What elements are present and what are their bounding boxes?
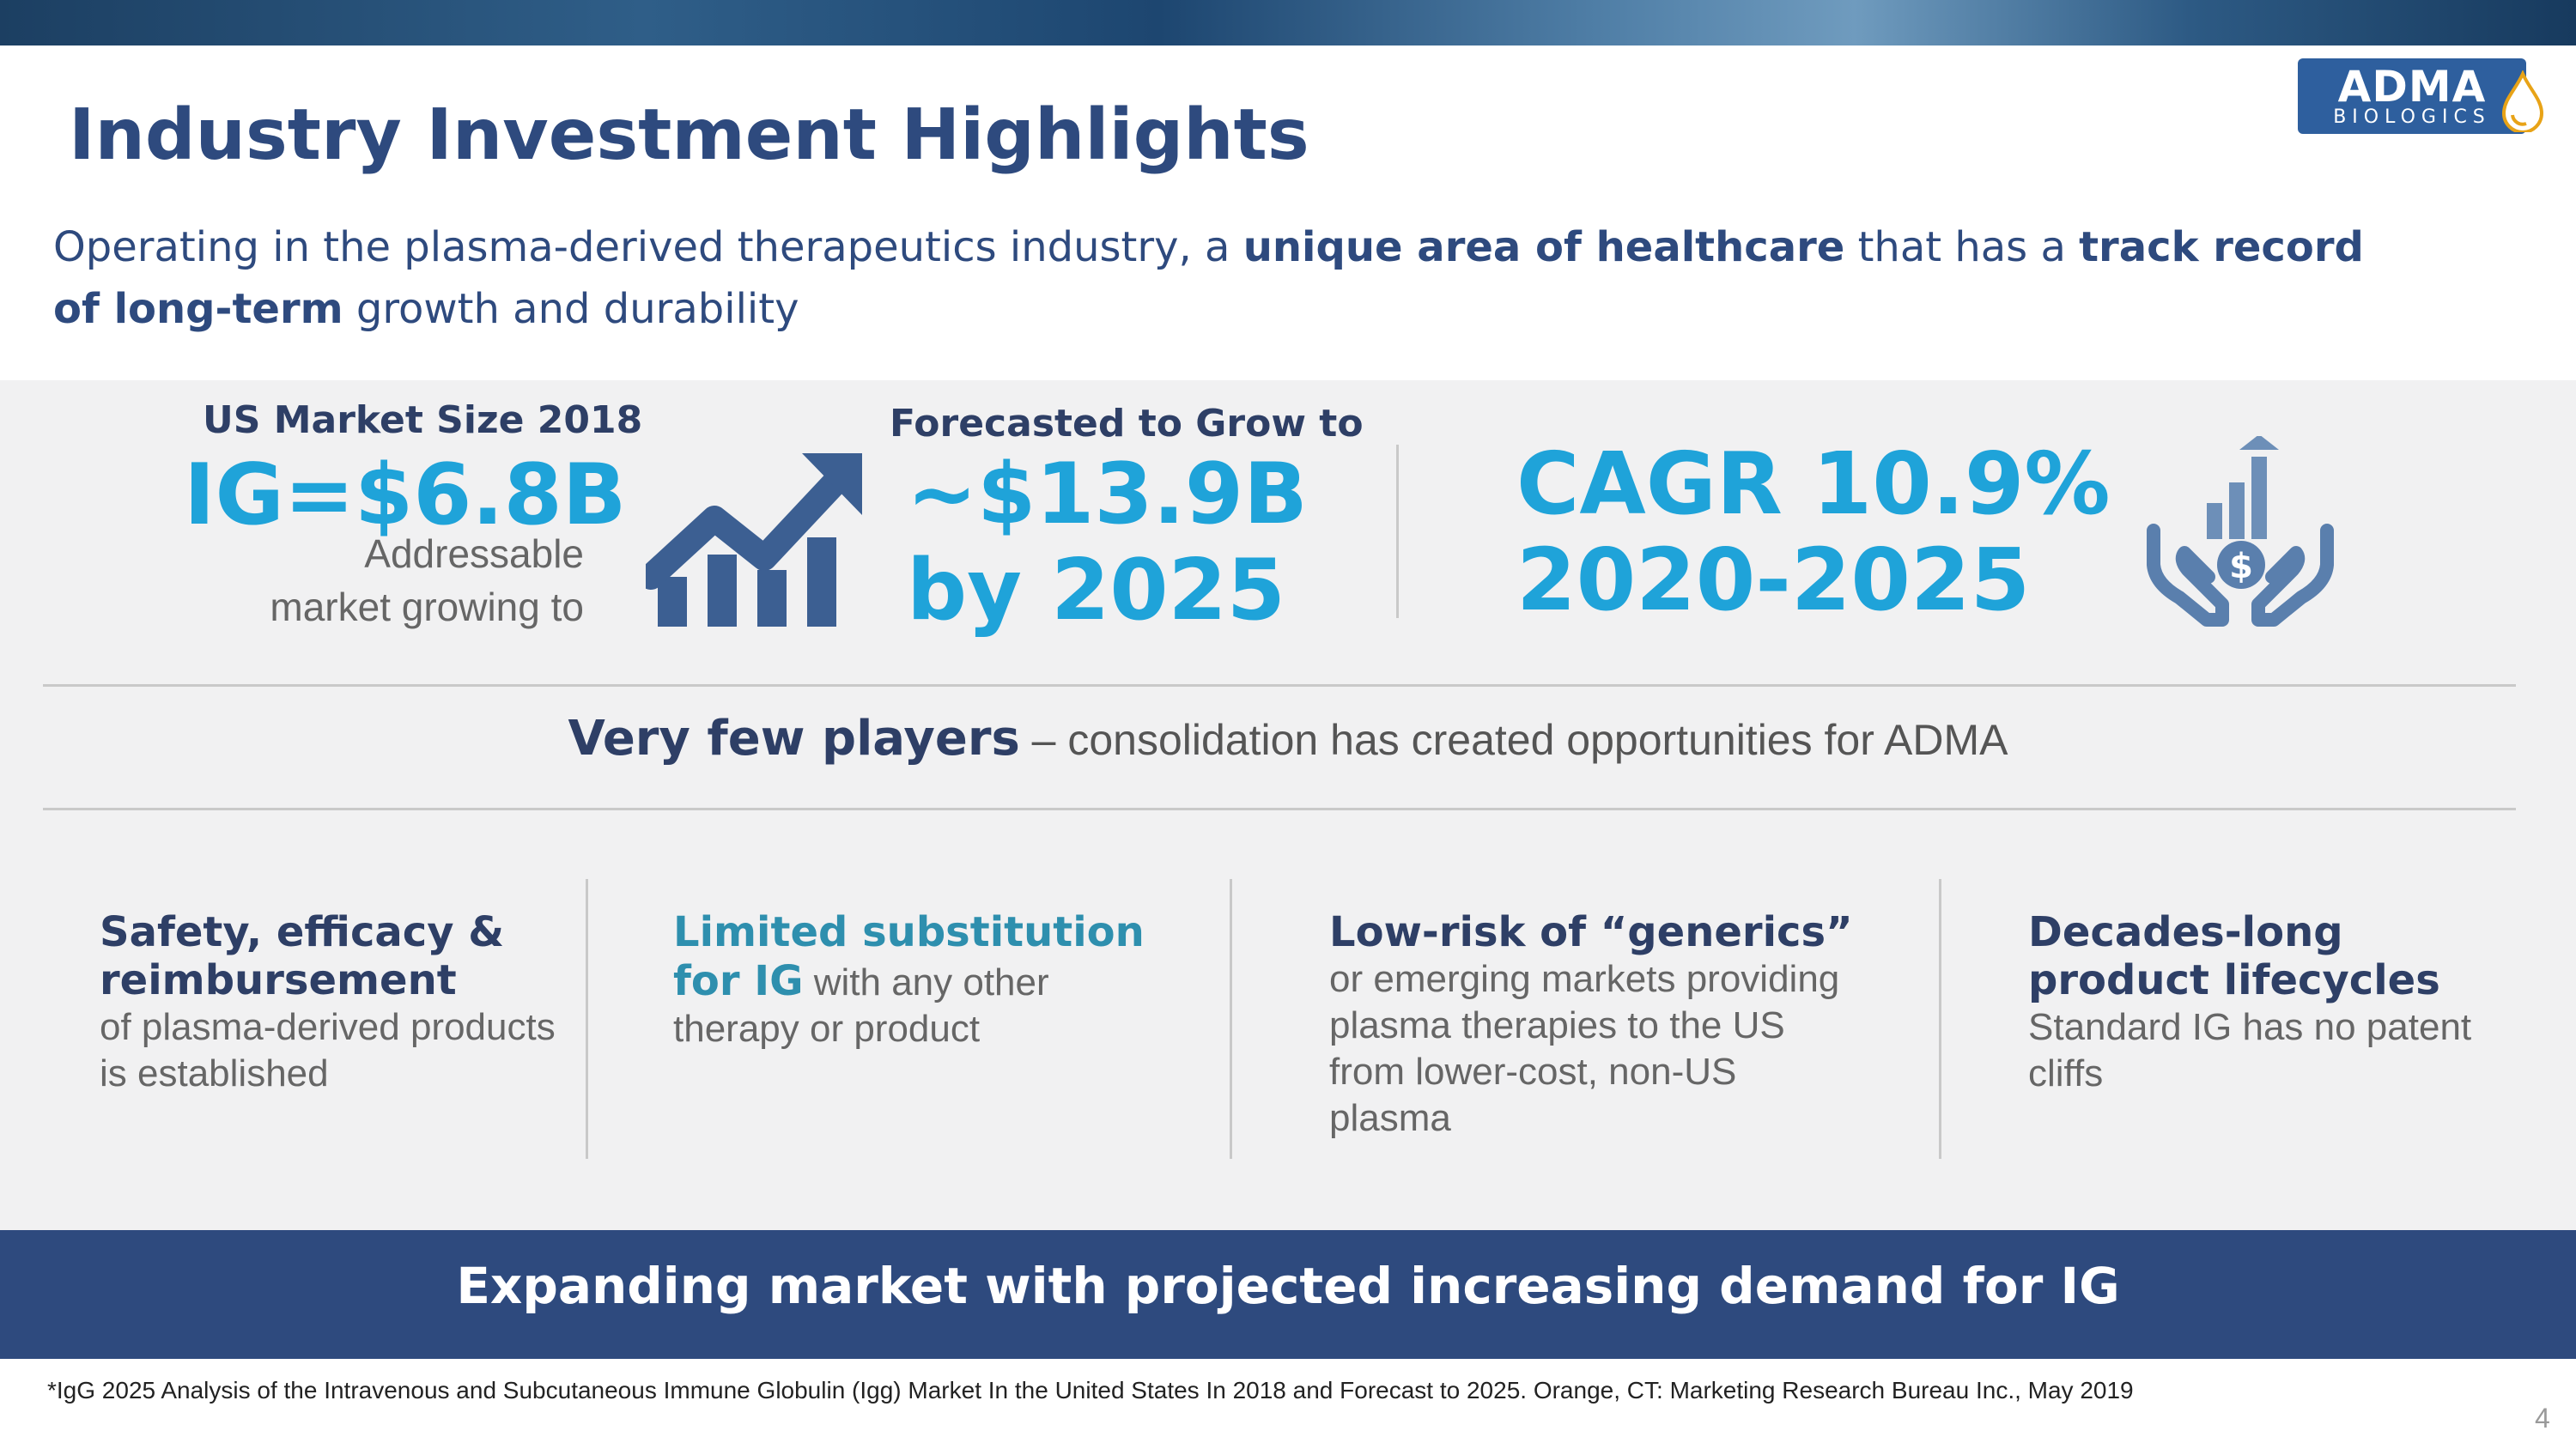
subtitle-part2: that has a — [1844, 223, 2080, 271]
column-lifecycles-head: Decades-long product lifecycles — [2028, 908, 2440, 1004]
divider-bottom — [43, 808, 2516, 810]
column-divider-3 — [1939, 879, 1941, 1159]
addressable-text: Addressable market growing to — [172, 527, 584, 634]
logo-box — [2298, 58, 2526, 134]
column-substitution-body: with any other therapy or product — [673, 961, 1049, 1050]
page-number: 4 — [2535, 1403, 2550, 1434]
subtitle-part1: Operating in the plasma-derived therapeu… — [53, 223, 1243, 271]
logo-main-text: ADMA — [2337, 62, 2487, 112]
column-lifecycles-body: Standard IG has no patent cliffs — [2028, 1006, 2472, 1094]
bottom-banner — [0, 1230, 2576, 1359]
bottom-banner-text: Expanding market with projected increasi… — [456, 1257, 2120, 1315]
forecast-value-line1: ~$13.9B — [907, 446, 1308, 543]
highlights-panel — [0, 380, 2576, 1230]
column-generics-body: or emerging markets providing plasma the… — [1329, 958, 1840, 1139]
subtitle-bold2: track record of long-term — [53, 223, 2364, 333]
players-bold: Very few players — [568, 711, 1020, 767]
svg-text:$: $ — [2229, 547, 2253, 586]
addressable-line1: Addressable — [364, 531, 584, 576]
cagr-value: CAGR 10.9% 2020-2025 — [1516, 436, 2111, 628]
logo-sub-text: BIOLOGICS — [2333, 106, 2491, 128]
page-title: Industry Investment Highlights — [69, 94, 1309, 176]
column-safety-head: Safety, efficacy & reimbursement — [100, 908, 505, 1004]
hands-dollar-growth-icon: $ — [2147, 436, 2334, 627]
column-divider-2 — [1230, 879, 1232, 1159]
column-substitution-head: Limited substitution for IG — [673, 908, 1145, 1005]
column-generics-head: Low-risk of “generics” — [1329, 908, 1853, 956]
cagr-line1: CAGR 10.9% — [1516, 433, 2111, 534]
subtitle-part3: growth and durability — [343, 285, 799, 333]
column-safety-body: of plasma-derived products is establishe… — [100, 1006, 556, 1094]
stats-divider — [1396, 445, 1399, 618]
subtitle-bold1: unique area of healthcare — [1242, 223, 1845, 271]
cagr-line2: 2020-2025 — [1516, 530, 2031, 630]
column-safety: Safety, efficacy & reimbursement of plas… — [100, 908, 580, 1097]
addressable-line2: market growing to — [270, 585, 584, 629]
forecast-label: Forecasted to Grow to — [890, 402, 1364, 446]
bar-chart-arrow-icon — [646, 453, 862, 627]
footnote: *IgG 2025 Analysis of the Intravenous an… — [47, 1377, 2134, 1404]
forecast-value: ~$13.9B by 2025 — [907, 446, 1308, 639]
top-banner — [0, 0, 2576, 45]
drop-icon — [2501, 70, 2544, 132]
adma-logo: ADMA BIOLOGICS — [2298, 58, 2555, 136]
market-size-value: IG=$6.8B — [184, 446, 627, 544]
column-substitution-text: Limited substitution for IG with any oth… — [673, 908, 1154, 1052]
subtitle: Operating in the plasma-derived therapeu… — [53, 216, 2423, 340]
market-size-label: US Market Size 2018 — [203, 398, 643, 442]
column-generics: Low-risk of “generics” or emerging marke… — [1329, 908, 1862, 1142]
divider-top — [43, 684, 2516, 687]
column-lifecycles: Decades-long product lifecycles Standard… — [2028, 908, 2492, 1097]
column-divider-1 — [586, 879, 588, 1159]
players-statement: Very few players – consolidation has cre… — [0, 711, 2576, 767]
forecast-value-line2: by 2025 — [907, 542, 1285, 640]
players-rest: – consolidation has created opportunitie… — [1019, 716, 2008, 764]
column-substitution: Limited substitution for IG with any oth… — [673, 908, 1154, 1052]
